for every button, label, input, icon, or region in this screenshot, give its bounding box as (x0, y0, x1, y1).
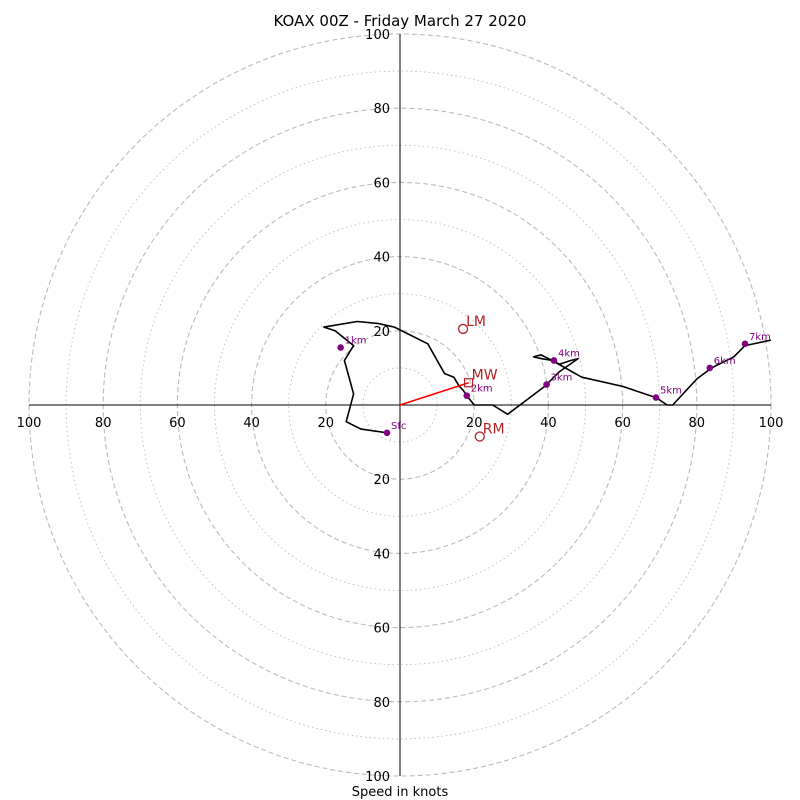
height-marker-sfc (383, 429, 391, 437)
tick-label-up-40: 40 (373, 251, 390, 266)
tick-label-up-80: 80 (373, 102, 390, 117)
tick-label-right-60: 60 (614, 416, 631, 431)
tick-labels: 20 20 20 20 40 40 40 40 60 60 60 60 80 80 80 80 100 100 10… (17, 28, 784, 785)
height-label-sfc: Sfc (391, 421, 406, 432)
tick-label-left-80: 80 (95, 416, 112, 431)
tick-label-up-60: 60 (373, 176, 390, 191)
hodograph-line (323, 320, 772, 434)
height-marker-2km (463, 392, 471, 400)
tick-label-right-100: 100 (759, 416, 784, 431)
height-marker-1km (337, 344, 344, 351)
mean-wind-vector (399, 381, 469, 406)
storm-motion-rm-label: RM (483, 422, 505, 438)
height-marker-7km (741, 340, 749, 348)
hodograph-trace (323, 320, 772, 434)
chart-title: KOAX 00Z - Friday March 27 2020 (274, 12, 527, 30)
tick-label-down-80: 80 (373, 696, 390, 711)
tick-label-up-20: 20 (373, 325, 390, 340)
tick-label-right-20: 20 (466, 416, 483, 431)
tick-label-left-100: 100 (17, 416, 42, 431)
tick-label-down-60: 60 (373, 622, 390, 637)
tick-label-left-20: 20 (318, 416, 335, 431)
height-label-2km: 2km (471, 384, 493, 395)
height-label-5km: 5km (660, 386, 682, 397)
tick-label-right-80: 80 (689, 416, 706, 431)
height-label-1km: 1km (345, 335, 367, 346)
height-label-7km: 7km (749, 332, 771, 343)
height-marker-6km (706, 364, 714, 372)
storm-motion-lm-marker (457, 323, 469, 335)
tick-label-left-40: 40 (243, 416, 260, 431)
tick-label-up-100: 100 (365, 28, 390, 43)
storm-motion-mw-label: MW (472, 368, 498, 384)
storm-motion-markers: LM MW RM (457, 314, 505, 442)
height-marker-5km (652, 394, 660, 401)
height-marker-3km (543, 381, 550, 388)
tick-label-right-40: 40 (540, 416, 557, 431)
height-label-4km: 4km (558, 348, 580, 359)
storm-motion-rm-marker (474, 431, 485, 442)
tick-label-down-100: 100 (365, 770, 390, 785)
height-label-6km: 6km (714, 356, 736, 367)
storm-motion-lm-label: LM (466, 314, 486, 330)
height-marker-4km (550, 357, 558, 364)
tick-label-down-40: 40 (373, 547, 390, 562)
x-axis-label: Speed in knots (352, 785, 449, 800)
height-markers: Sfc 1km 2km 3km 4km 5km 6km 7km (337, 332, 771, 437)
tick-label-down-20: 20 (373, 473, 390, 488)
height-label-3km: 3km (551, 373, 573, 384)
tick-label-left-60: 60 (169, 416, 186, 431)
storm-motion-mw-marker (464, 378, 474, 388)
